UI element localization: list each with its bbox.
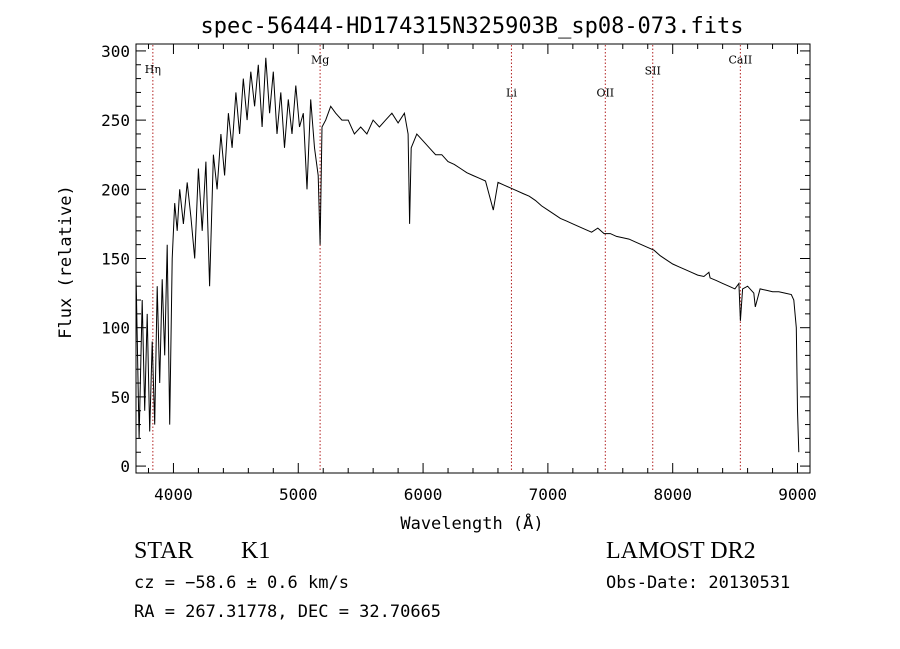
y-tick-label: 150 [101,250,130,269]
spectral-line-label: SII [645,64,661,77]
y-tick-label: 300 [101,42,130,61]
y-tick-label: 100 [101,319,130,338]
plot-frame [135,43,811,474]
y-tick-label: 200 [101,180,130,199]
spectral-line-label: CaII [729,53,753,66]
y-axis-label: Flux (relative) [56,185,76,339]
y-tick-label: 50 [111,388,130,407]
x-tick-label: 5000 [279,485,318,504]
y-tick-label: 250 [101,111,130,130]
spectral-line-label: Mg [311,53,329,66]
x-tick-label: 4000 [154,485,193,504]
object-class: STAR [134,538,194,564]
spectrum-line [135,57,800,453]
survey-name: LAMOST DR2 [606,538,756,564]
x-tick-label: 6000 [404,485,443,504]
ra-dec: RA = 267.31778, DEC = 32.70665 [134,602,442,622]
spectral-line-label: Hη [145,63,161,76]
redshift-cz: cz = −58.6 ± 0.6 km/s [134,573,349,593]
object-subclass: K1 [241,538,271,564]
spectral-line-label: OII [596,87,614,100]
spectral-line-label: Li [506,87,517,100]
obs-date: Obs-Date: 20130531 [606,573,791,593]
x-axis-label: Wavelength (Å) [400,512,543,534]
chart-title: spec-56444-HD174315N325903B_sp08-073.fit… [200,14,743,39]
x-tick-label: 7000 [529,485,568,504]
y-tick-label: 0 [120,457,130,476]
x-tick-label: 8000 [653,485,692,504]
x-tick-label: 9000 [778,485,817,504]
